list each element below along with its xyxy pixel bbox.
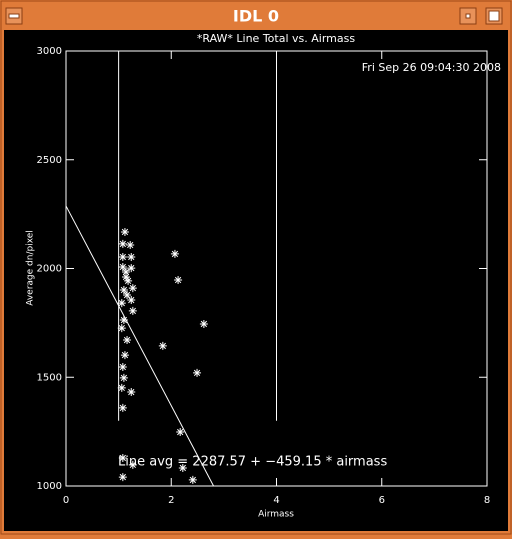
point [174, 276, 183, 285]
point [158, 341, 167, 350]
timestamp: Fri Sep 26 09:04:30 2008 [362, 61, 501, 74]
fit-line [65, 205, 215, 487]
chart-title: *RAW* Line Total vs. Airmass [197, 32, 355, 45]
y-tick-label: 1500 [37, 372, 62, 383]
point [118, 403, 127, 412]
fit-annotation: Line avg = 2287.57 + −459.15 * airmass [118, 455, 387, 470]
point [118, 473, 127, 482]
point [176, 428, 185, 437]
point [127, 252, 136, 261]
point [121, 267, 130, 276]
y-tick-label: 2500 [37, 155, 62, 166]
point [120, 351, 129, 360]
x-axis-label: Airmass [258, 510, 294, 520]
y-axis-label: Average dn/pixel [26, 230, 36, 306]
point [188, 475, 197, 484]
point [118, 239, 127, 248]
point [118, 252, 127, 261]
point [117, 324, 126, 333]
point [128, 284, 137, 293]
point [121, 272, 130, 281]
point [178, 463, 187, 472]
point [117, 299, 126, 308]
x-tick-label: 4 [273, 495, 279, 506]
point [170, 249, 179, 258]
y-tick-label: 3000 [37, 46, 62, 57]
point [118, 453, 127, 462]
point [117, 383, 126, 392]
point [199, 319, 208, 328]
point [124, 276, 133, 285]
point [128, 460, 137, 469]
point [118, 363, 127, 372]
window-menu-icon [8, 13, 20, 19]
point [127, 264, 136, 273]
y-tick-label: 1000 [37, 481, 62, 492]
x-tick-label: 0 [63, 495, 69, 506]
point [123, 336, 132, 345]
x-tick-label: 6 [379, 495, 385, 506]
point [119, 286, 128, 295]
point [119, 316, 128, 325]
point [118, 262, 127, 271]
y-tick-label: 2000 [37, 264, 62, 275]
point [127, 388, 136, 397]
point [126, 241, 135, 250]
x-tick-label: 8 [484, 495, 490, 506]
point [193, 368, 202, 377]
point [119, 373, 128, 382]
point [123, 291, 132, 300]
minimize-icon [465, 13, 471, 19]
point [128, 306, 137, 315]
maximize-icon [488, 10, 500, 22]
point [127, 296, 136, 305]
x-tick-label: 2 [168, 495, 174, 506]
point [120, 227, 129, 236]
window-title: IDL 0 [233, 7, 279, 26]
plot-canvas [4, 30, 508, 531]
